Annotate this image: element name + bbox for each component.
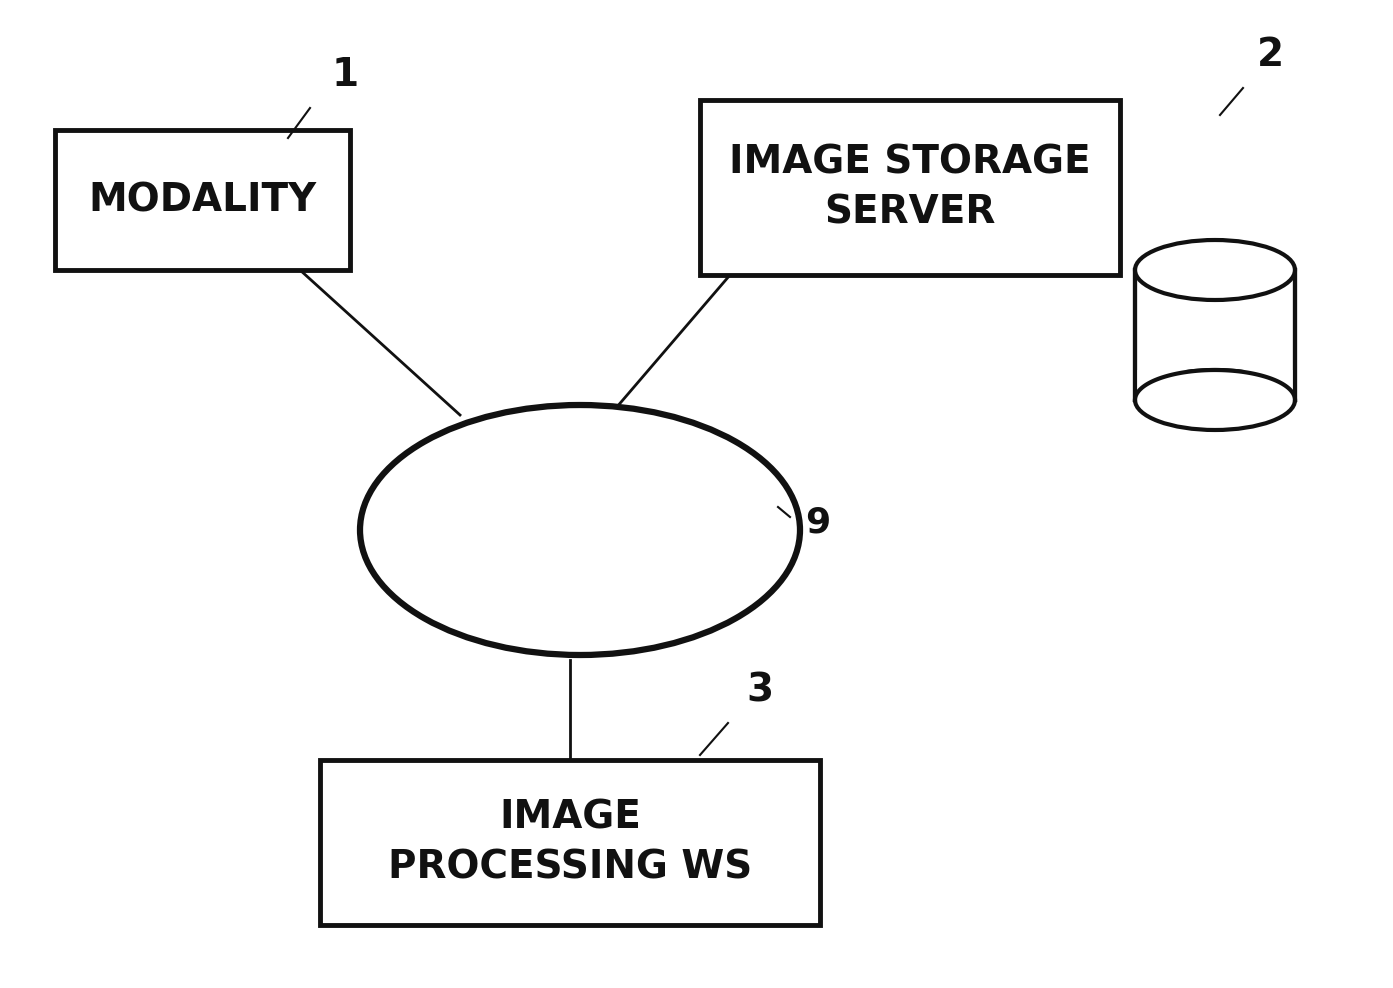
Bar — [320, 760, 820, 925]
Text: 1: 1 — [332, 56, 358, 94]
Bar — [1135, 270, 1295, 400]
Ellipse shape — [1135, 370, 1295, 430]
Text: MODALITY: MODALITY — [88, 181, 316, 219]
Text: IMAGE
PROCESSING WS: IMAGE PROCESSING WS — [387, 798, 752, 886]
Ellipse shape — [359, 405, 800, 655]
Text: 9: 9 — [805, 505, 830, 539]
Ellipse shape — [1135, 240, 1295, 300]
Text: 3: 3 — [747, 671, 773, 709]
Text: 2: 2 — [1256, 36, 1283, 74]
Bar — [54, 130, 350, 270]
Bar — [701, 100, 1120, 275]
Bar — [1133, 370, 1297, 400]
Text: IMAGE STORAGE
SERVER: IMAGE STORAGE SERVER — [729, 143, 1091, 231]
